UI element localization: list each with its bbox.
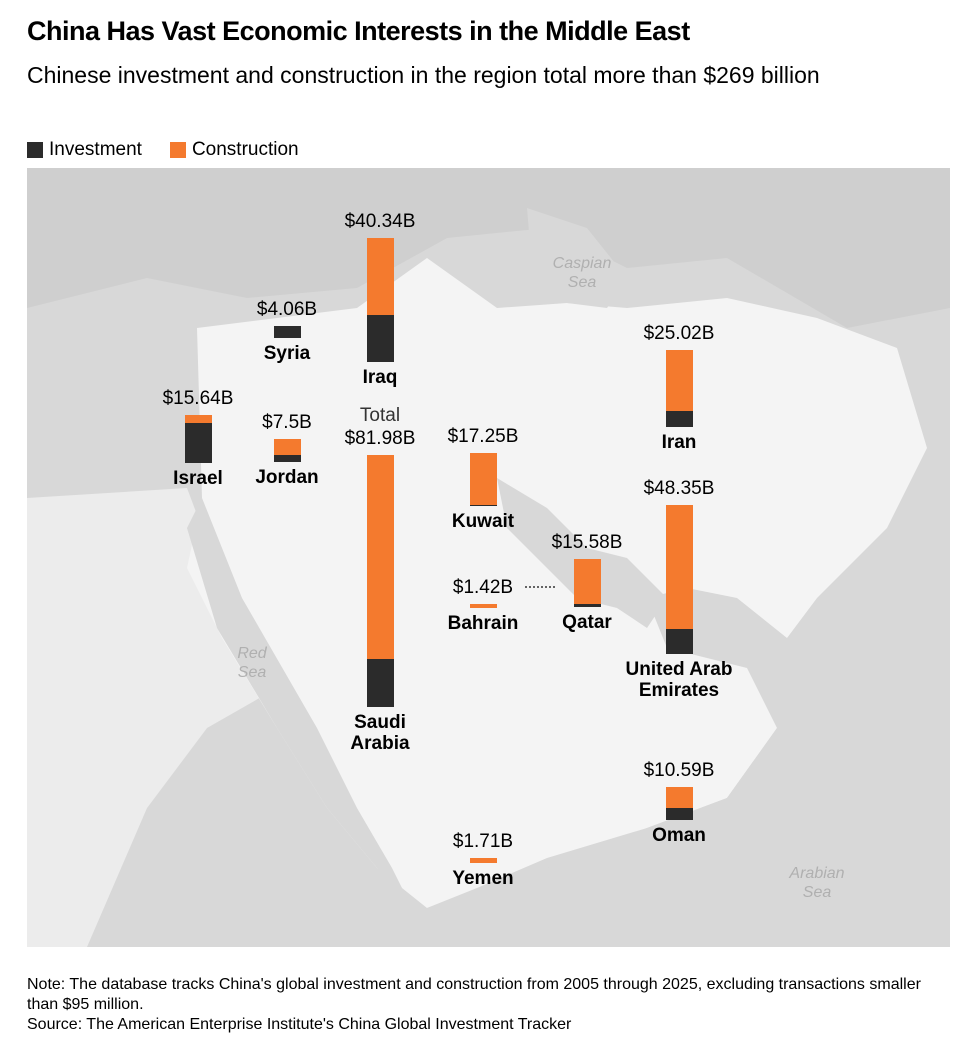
legend-entry: Construction xyxy=(169,139,299,161)
legend-swatch xyxy=(169,142,186,158)
footer: Note: The database tracks China's global… xyxy=(27,975,947,1035)
source: Source: The American Enterprise Institut… xyxy=(27,1016,572,1033)
arabian-sea xyxy=(427,728,950,947)
sea-label: Arabian Sea xyxy=(788,865,844,901)
note: Note: The database tracks China's global… xyxy=(27,976,921,1013)
legend-label: Investment xyxy=(49,139,142,160)
red-sea xyxy=(187,498,407,898)
legend-label: Construction xyxy=(191,139,299,160)
persian-gulf xyxy=(497,478,667,628)
map: Caspian Sea Red Sea Arabian Sea xyxy=(27,168,950,947)
sea-label: Red Sea xyxy=(237,645,267,681)
northern-land xyxy=(27,168,950,328)
legend-entry: Investment xyxy=(27,139,142,161)
chart-subtitle: Chinese investment and construction in t… xyxy=(27,62,820,88)
sea-label: Caspian Sea xyxy=(553,255,612,291)
caspian-sea xyxy=(527,208,627,308)
legend-swatch xyxy=(27,142,43,158)
chart-title: China Has Vast Economic Interests in the… xyxy=(27,16,690,46)
focus-region xyxy=(187,258,927,908)
legend: Investment Construction xyxy=(27,139,299,161)
